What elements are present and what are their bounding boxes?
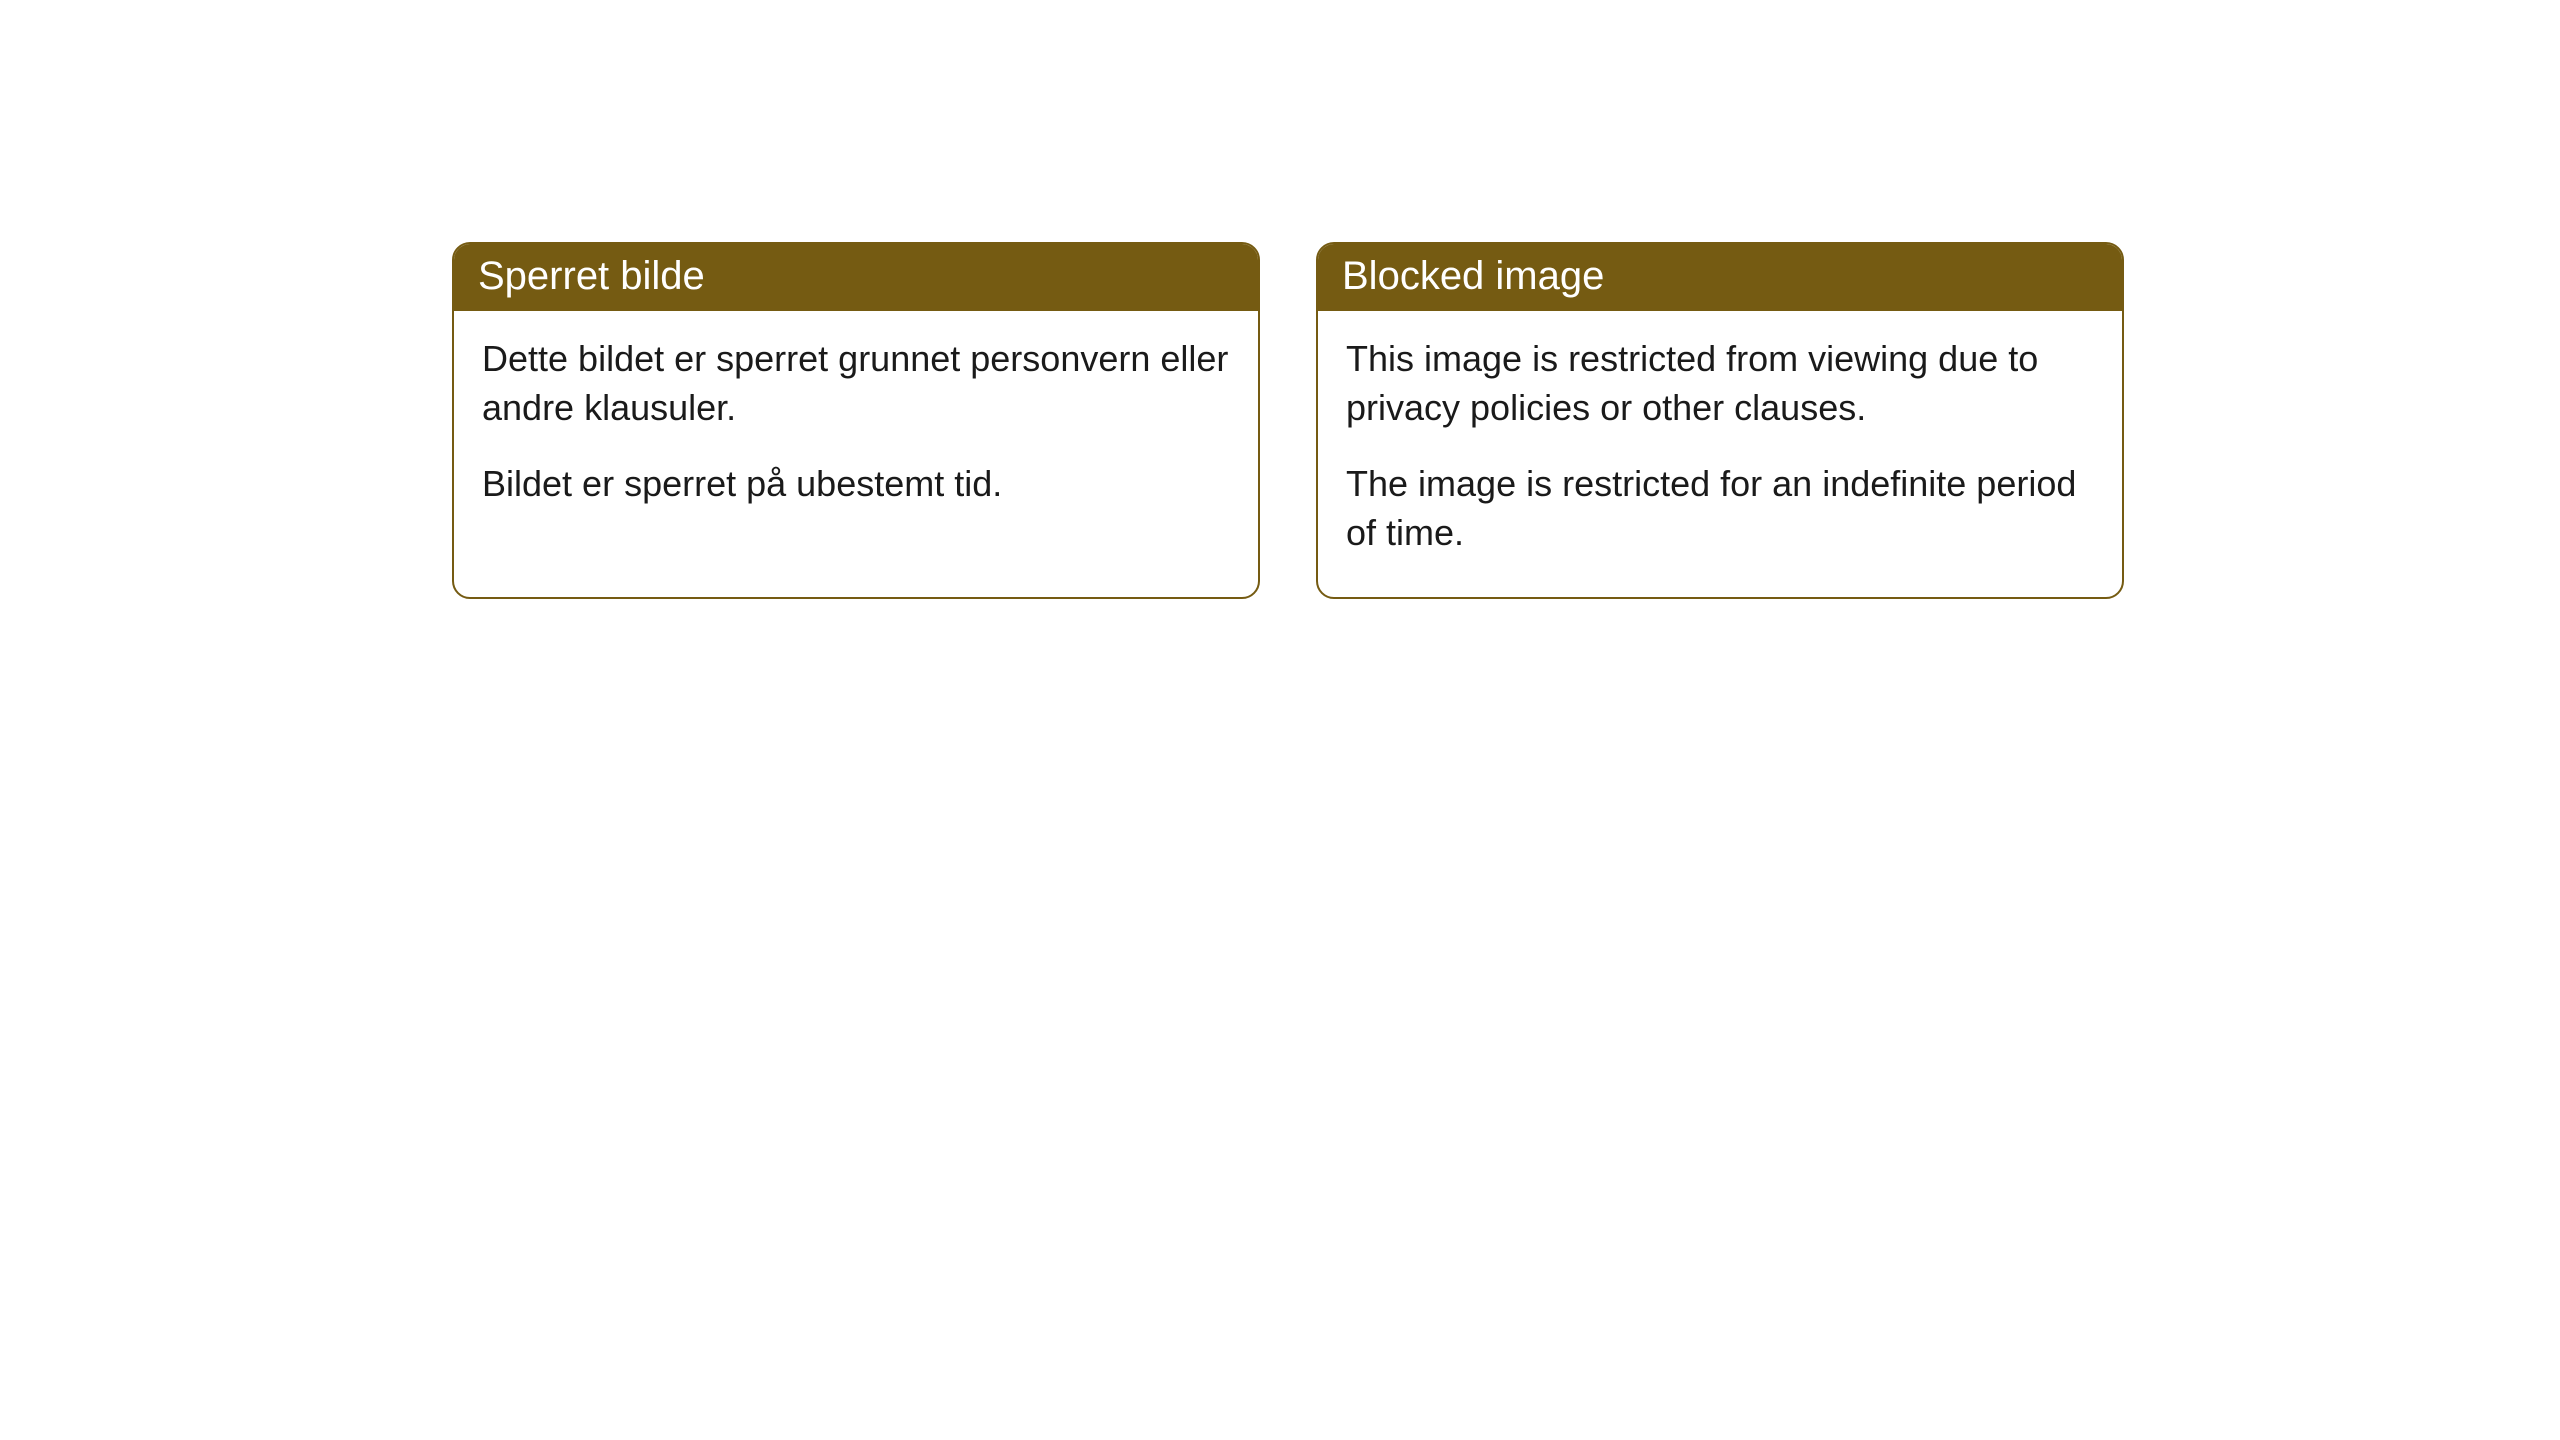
- restricted-card-norwegian: Sperret bilde Dette bildet er sperret gr…: [452, 242, 1260, 599]
- card-paragraph: Dette bildet er sperret grunnet personve…: [482, 335, 1230, 432]
- restricted-card-english: Blocked image This image is restricted f…: [1316, 242, 2124, 599]
- card-title: Blocked image: [1318, 244, 2122, 311]
- card-paragraph: The image is restricted for an indefinit…: [1346, 460, 2094, 557]
- card-title: Sperret bilde: [454, 244, 1258, 311]
- card-body: Dette bildet er sperret grunnet personve…: [454, 311, 1258, 549]
- restricted-image-notice-container: Sperret bilde Dette bildet er sperret gr…: [0, 0, 2560, 599]
- card-paragraph: This image is restricted from viewing du…: [1346, 335, 2094, 432]
- card-body: This image is restricted from viewing du…: [1318, 311, 2122, 597]
- card-paragraph: Bildet er sperret på ubestemt tid.: [482, 460, 1230, 509]
